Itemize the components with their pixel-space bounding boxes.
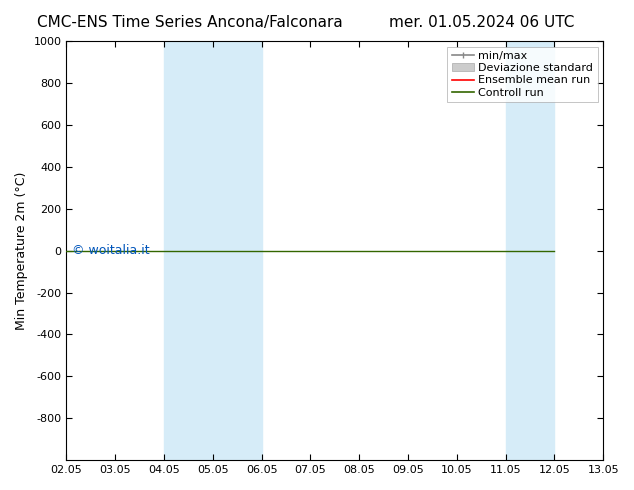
- Text: mer. 01.05.2024 06 UTC: mer. 01.05.2024 06 UTC: [389, 15, 574, 30]
- Text: CMC-ENS Time Series Ancona/Falconara: CMC-ENS Time Series Ancona/Falconara: [37, 15, 343, 30]
- Text: © woitalia.it: © woitalia.it: [72, 245, 150, 257]
- Bar: [164, 41, 262, 460]
- Y-axis label: Min Temperature 2m (°C): Min Temperature 2m (°C): [15, 172, 28, 330]
- Legend: min/max, Deviazione standard, Ensemble mean run, Controll run: min/max, Deviazione standard, Ensemble m…: [447, 47, 598, 102]
- Bar: [505, 41, 554, 460]
